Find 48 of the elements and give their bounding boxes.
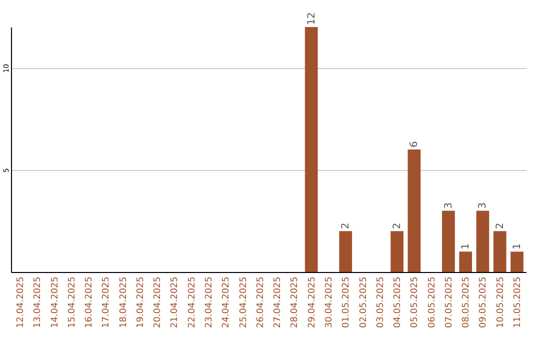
x-tick-label: 10.05.2025 [496, 276, 506, 328]
x-tick-label: 15.04.2025 [67, 276, 78, 328]
bar [408, 150, 421, 272]
x-tick-label: 24.04.2025 [222, 276, 232, 328]
x-tick-label: 04.05.2025 [393, 276, 404, 328]
bar [459, 252, 472, 272]
x-tick-label: 29.04.2025 [307, 276, 318, 328]
x-tick-label: 26.04.2025 [256, 276, 266, 328]
data-label: 1 [512, 243, 524, 250]
data-label: 6 [409, 141, 420, 148]
x-tick-label: 08.05.2025 [462, 276, 472, 328]
x-tick-label: 11.05.2025 [513, 276, 524, 328]
bar [476, 210, 490, 272]
x-tick-label: 07.05.2025 [444, 276, 454, 328]
x-tick-label: 12.04.2025 [16, 276, 26, 328]
bar [304, 27, 318, 272]
data-label: 3 [478, 202, 489, 209]
x-tick-label: 25.04.2025 [238, 276, 249, 328]
x-tick-label: 20.04.2025 [153, 276, 164, 328]
bar [390, 231, 404, 272]
x-tick-label: 03.05.2025 [376, 276, 386, 328]
bar [442, 210, 455, 272]
x-tick-label: 22.04.2025 [187, 276, 198, 328]
data-label: 1 [460, 243, 472, 250]
x-tick-label: 27.04.2025 [273, 276, 284, 328]
bar [510, 252, 524, 272]
data-label: 12 [306, 12, 318, 25]
x-tick-label: 21.04.2025 [170, 276, 180, 328]
x-tick-label: 18.04.2025 [118, 276, 129, 328]
x-tick-label: 23.04.2025 [204, 276, 215, 328]
x-tick-label: 28.04.2025 [290, 276, 300, 328]
x-tick-label: 01.05.2025 [342, 276, 352, 328]
x-tick-label: 19.04.2025 [136, 276, 146, 328]
x-tick-label: 09.05.2025 [478, 276, 489, 328]
x-tick-label: 16.04.2025 [84, 276, 95, 328]
x-tick-label: 30.04.2025 [324, 276, 334, 328]
data-label: 3 [443, 202, 454, 209]
data-label: 2 [392, 222, 404, 230]
x-tick-label: 02.05.2025 [358, 276, 369, 328]
x-tick-label: 05.05.2025 [410, 276, 420, 328]
bar [339, 231, 352, 272]
bar [493, 231, 506, 272]
data-label: 2 [494, 222, 506, 230]
x-tick-label: 17.04.2025 [102, 276, 112, 328]
data-label: 2 [340, 222, 352, 230]
x-tick-label: 13.04.2025 [33, 276, 44, 328]
x-tick-label: 14.04.2025 [50, 276, 60, 328]
x-tick-label: 06.05.2025 [427, 276, 438, 328]
